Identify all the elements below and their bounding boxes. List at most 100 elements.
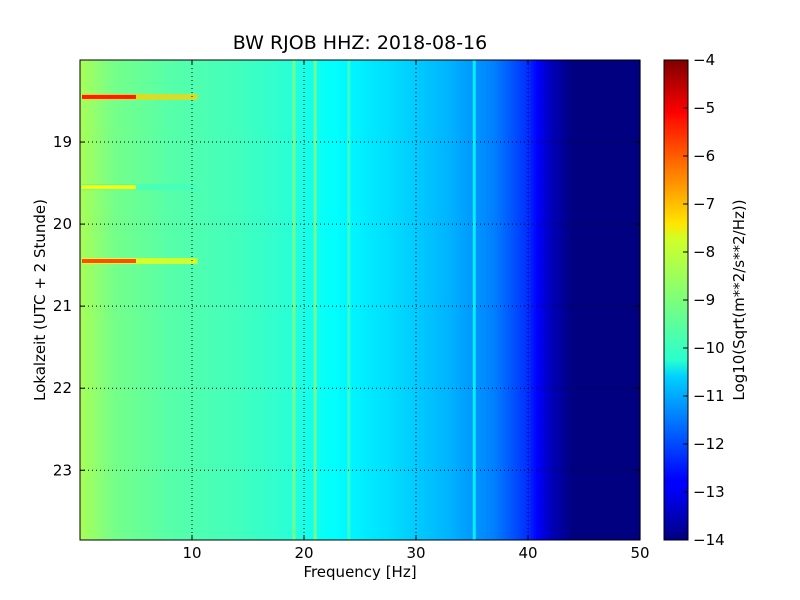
- heatmap-column: [578, 60, 582, 540]
- heatmap-column: [357, 60, 361, 540]
- heatmap-column: [581, 60, 585, 540]
- heatmap-column: [446, 60, 451, 540]
- heatmap-column: [502, 60, 507, 540]
- heatmap-column: [108, 60, 112, 540]
- heatmap-column: [626, 60, 630, 540]
- event-band-core: [82, 185, 136, 190]
- heatmap-column: [360, 60, 364, 540]
- heatmap-column: [130, 60, 134, 540]
- heatmap-column: [259, 60, 263, 540]
- heatmap-column: [290, 60, 294, 540]
- colorbar-tick-label: −6: [693, 147, 715, 165]
- heatmap-column: [178, 60, 182, 540]
- x-axis-ticks: 10 20 30 40 50: [182, 60, 650, 562]
- heatmap-column: [225, 60, 229, 540]
- heatmap-column: [614, 60, 619, 540]
- heatmap-column: [404, 60, 409, 540]
- heatmap-column: [80, 60, 84, 540]
- colorbar-tick-label: −12: [693, 435, 725, 453]
- heatmap-column: [483, 60, 487, 540]
- event-bands: [82, 93, 198, 265]
- heatmap-column: [301, 60, 305, 540]
- heatmap-column: [486, 60, 490, 540]
- heatmap-column: [192, 60, 196, 540]
- heatmap-column: [528, 60, 532, 540]
- heatmap-column: [141, 60, 145, 540]
- heatmap-column: [544, 60, 549, 540]
- heatmap-column: [606, 60, 610, 540]
- heatmap-column: [152, 60, 157, 540]
- heatmap-column: [82, 60, 87, 540]
- heatmap-column: [136, 60, 140, 540]
- heatmap-column: [105, 60, 109, 540]
- heatmap-column: [320, 60, 325, 540]
- heatmap-column: [536, 60, 540, 540]
- heatmap-column: [147, 60, 151, 540]
- colorbar-tick-label: −14: [693, 531, 725, 549]
- event-band-core: [82, 94, 136, 99]
- heatmap-column: [102, 60, 106, 540]
- colorbar-tick-label: −10: [693, 339, 725, 357]
- heatmap-column: [127, 60, 131, 540]
- heatmap-column: [539, 60, 543, 540]
- heatmap-column: [393, 60, 397, 540]
- heatmap-column: [444, 60, 448, 540]
- heatmap-column: [455, 60, 459, 540]
- heatmap-column: [262, 60, 266, 540]
- heatmap-column: [242, 60, 246, 540]
- heatmap-column: [374, 60, 378, 540]
- heatmap-columns: [80, 60, 641, 540]
- y-tick-label: 23: [53, 461, 72, 479]
- heatmap-column: [158, 60, 162, 540]
- heatmap-column: [550, 60, 554, 540]
- colorbar-tick-label: −4: [693, 51, 715, 69]
- heatmap-column: [337, 60, 341, 540]
- heatmap-column: [306, 60, 311, 540]
- heatmap-column: [413, 60, 417, 540]
- heatmap-column: [522, 60, 526, 540]
- heatmap-column: [600, 60, 605, 540]
- heatmap-column: [340, 60, 344, 540]
- heatmap-column: [623, 60, 627, 540]
- heatmap-column: [603, 60, 607, 540]
- heatmap-column: [430, 60, 434, 540]
- heatmap-column: [287, 60, 291, 540]
- heatmap-column: [589, 60, 593, 540]
- heatmap-column: [427, 60, 431, 540]
- heatmap-column: [432, 60, 437, 540]
- heatmap-column: [595, 60, 599, 540]
- x-tick-label: 10: [182, 544, 201, 562]
- heatmap-column: [122, 60, 126, 540]
- heatmap-column: [138, 60, 143, 540]
- heatmap-column: [267, 60, 271, 540]
- heatmap-column: [189, 60, 193, 540]
- heatmap-column: [466, 60, 470, 540]
- heatmap-column: [96, 60, 101, 540]
- heatmap-column: [298, 60, 302, 540]
- heatmap-column: [250, 60, 255, 540]
- heatmap-column: [494, 60, 498, 540]
- colorbar-tick-label: −13: [693, 483, 725, 501]
- heatmap-column: [634, 60, 638, 540]
- heatmap-column: [276, 60, 280, 540]
- heatmap-column: [488, 60, 493, 540]
- heatmap-column: [318, 60, 322, 540]
- heatmap-column: [463, 60, 467, 540]
- y-tick-label: 22: [53, 379, 72, 397]
- heatmap-column: [572, 60, 577, 540]
- heatmap-column: [166, 60, 171, 540]
- heatmap-column: [161, 60, 165, 540]
- heatmap-column: [284, 60, 288, 540]
- heatmap-column: [155, 60, 159, 540]
- heatmap-column: [385, 60, 389, 540]
- heatmap-column: [547, 60, 551, 540]
- heatmap-column: [399, 60, 403, 540]
- heatmap-column: [206, 60, 210, 540]
- x-tick-label: 40: [518, 544, 537, 562]
- heatmap-column: [592, 60, 596, 540]
- heatmap-column: [183, 60, 187, 540]
- heatmap-column: [407, 60, 411, 540]
- heatmap-column: [474, 60, 479, 540]
- colorbar-ticks: −4 −5 −6 −7 −8 −9 −10 −11 −12 −13 −14: [683, 51, 725, 549]
- grid: [80, 60, 640, 540]
